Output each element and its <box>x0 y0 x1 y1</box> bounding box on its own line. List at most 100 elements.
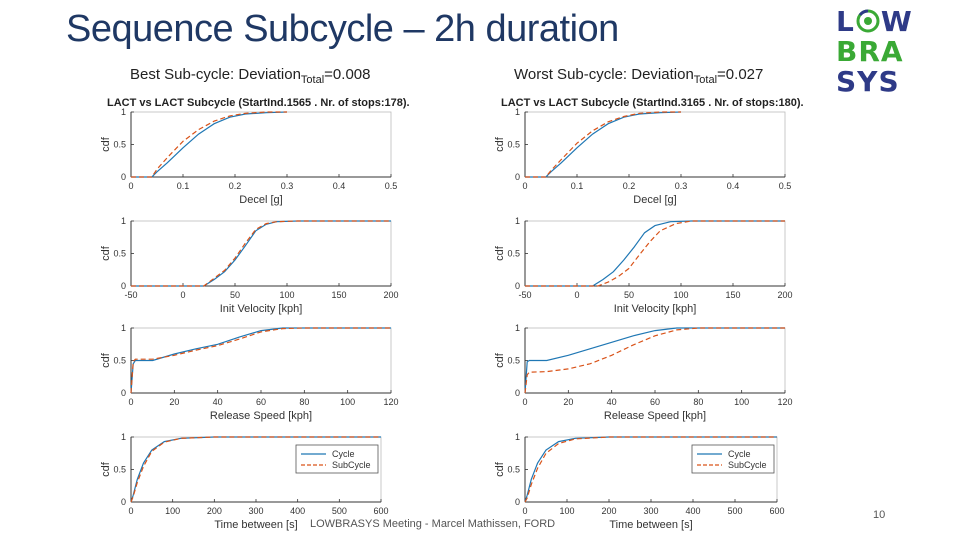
y-tick-label: 0.5 <box>507 140 520 150</box>
x-tick-label: 100 <box>279 290 294 300</box>
y-tick-label: 0 <box>515 388 520 398</box>
x-tick-label: 80 <box>299 397 309 407</box>
y-tick-label: 1 <box>121 432 126 442</box>
x-tick-label: 0 <box>128 397 133 407</box>
x-tick-label: -50 <box>518 290 531 300</box>
x-axis-label: Time between [s] <box>214 519 297 531</box>
y-tick-label: 1 <box>515 216 520 226</box>
y-tick-label: 0 <box>515 497 520 507</box>
chart-panel-right-1: LACT vs LACT Subcycle (StartInd.3165 . N… <box>494 97 804 206</box>
x-tick-label: 0.4 <box>727 181 740 191</box>
series-line-subcycle <box>524 436 777 503</box>
legend-label-subcycle: SubCycle <box>728 460 767 470</box>
series-line-subcycle <box>525 111 681 178</box>
y-tick-label: 1 <box>515 323 520 333</box>
x-tick-label: -50 <box>124 290 137 300</box>
y-tick-label: 0 <box>515 172 520 182</box>
x-tick-label: 60 <box>650 397 660 407</box>
x-tick-label: 0 <box>522 181 527 191</box>
x-tick-label: 200 <box>777 290 792 300</box>
series-line-subcycle <box>131 111 287 178</box>
x-tick-label: 0 <box>522 397 527 407</box>
x-axis-label: Decel [g] <box>633 194 676 206</box>
legend-label-cycle: Cycle <box>332 449 355 459</box>
y-axis-label: cdf <box>494 352 506 368</box>
chart-panel-right-4: 0 100 200 300 400 500 600 0 0.5 1 Time between [s]… <box>494 432 785 531</box>
y-tick-label: 1 <box>121 107 126 117</box>
legend-label-cycle: Cycle <box>728 449 751 459</box>
y-tick-label: 0 <box>121 281 126 291</box>
chart-panel-left-3: 0 20 40 60 80 100 120 0 0.5 1 Release Speed [kph] c… <box>100 323 399 422</box>
y-tick-label: 0.5 <box>507 249 520 259</box>
plot-frame <box>524 111 786 178</box>
series-line-cycle <box>131 220 391 287</box>
x-tick-label: 20 <box>563 397 573 407</box>
x-tick-label: 150 <box>331 290 346 300</box>
logo-row-2: BRA <box>836 35 904 68</box>
y-axis-label: cdf <box>494 245 506 261</box>
x-tick-label: 200 <box>383 290 398 300</box>
x-tick-label: 0.3 <box>281 181 294 191</box>
y-tick-label: 0.5 <box>113 465 126 475</box>
logo-letter-w: W <box>880 5 913 38</box>
x-tick-label: 300 <box>643 506 658 516</box>
y-tick-label: 1 <box>515 107 520 117</box>
x-tick-label: 0.3 <box>675 181 688 191</box>
y-tick-label: 0.5 <box>113 140 126 150</box>
y-tick-label: 0 <box>121 172 126 182</box>
best-subcycle-subscript: Total <box>300 74 325 86</box>
x-tick-label: 0 <box>522 506 527 516</box>
y-tick-label: 0.5 <box>507 356 520 366</box>
legend-box <box>295 444 379 474</box>
x-tick-label: 600 <box>769 506 784 516</box>
legend-label-subcycle: SubCycle <box>332 460 371 470</box>
series-line-cycle <box>524 327 785 394</box>
x-tick-label: 100 <box>340 397 355 407</box>
x-tick-label: 60 <box>256 397 266 407</box>
x-tick-label: 100 <box>734 397 749 407</box>
x-tick-label: 0.5 <box>779 181 792 191</box>
y-axis-label: cdf <box>100 245 112 261</box>
y-axis-label: cdf <box>100 461 112 477</box>
plot-frame <box>130 220 392 287</box>
series-line-subcycle <box>524 327 785 394</box>
x-tick-label: 0.2 <box>229 181 242 191</box>
x-axis-label: Time between [s] <box>609 519 692 531</box>
series-line-subcycle <box>130 436 381 503</box>
y-axis-label: cdf <box>494 461 506 477</box>
worst-subcycle-value: =0.027 <box>717 66 764 83</box>
x-tick-label: 500 <box>727 506 742 516</box>
series-line-subcycle <box>131 220 391 287</box>
x-tick-label: 400 <box>685 506 700 516</box>
x-tick-label: 50 <box>230 290 240 300</box>
x-tick-label: 20 <box>169 397 179 407</box>
x-tick-label: 100 <box>673 290 688 300</box>
x-tick-label: 100 <box>165 506 180 516</box>
x-tick-label: 80 <box>693 397 703 407</box>
y-tick-label: 0.5 <box>113 249 126 259</box>
x-axis-label: Decel [g] <box>239 194 282 206</box>
x-tick-label: 300 <box>248 506 263 516</box>
lowbrasys-logo: L W BRA SYS <box>836 8 928 98</box>
series-line-subcycle <box>525 220 785 287</box>
y-tick-label: 1 <box>515 432 520 442</box>
series-line-subcycle <box>130 327 391 394</box>
x-tick-label: 120 <box>383 397 398 407</box>
x-tick-label: 500 <box>332 506 347 516</box>
x-tick-label: 100 <box>559 506 574 516</box>
chart-panel-right-3: 0 20 40 60 80 100 120 0 0.5 1 Release Speed [kph] c… <box>494 323 793 422</box>
x-axis-label: Release Speed [kph] <box>210 410 312 422</box>
plot-frame <box>524 220 786 287</box>
x-tick-label: 50 <box>624 290 634 300</box>
series-line-cycle <box>131 111 288 178</box>
y-tick-label: 0.5 <box>507 465 520 475</box>
footer-text: LOWBRASYS Meeting - Marcel Mathissen, FO… <box>310 518 556 530</box>
plot-frame <box>130 327 392 394</box>
y-axis-label: cdf <box>100 352 112 368</box>
x-axis-label: Init Velocity [kph] <box>614 303 697 315</box>
page-number: 10 <box>873 509 886 521</box>
series-line-cycle <box>525 220 785 287</box>
x-tick-label: 40 <box>213 397 223 407</box>
